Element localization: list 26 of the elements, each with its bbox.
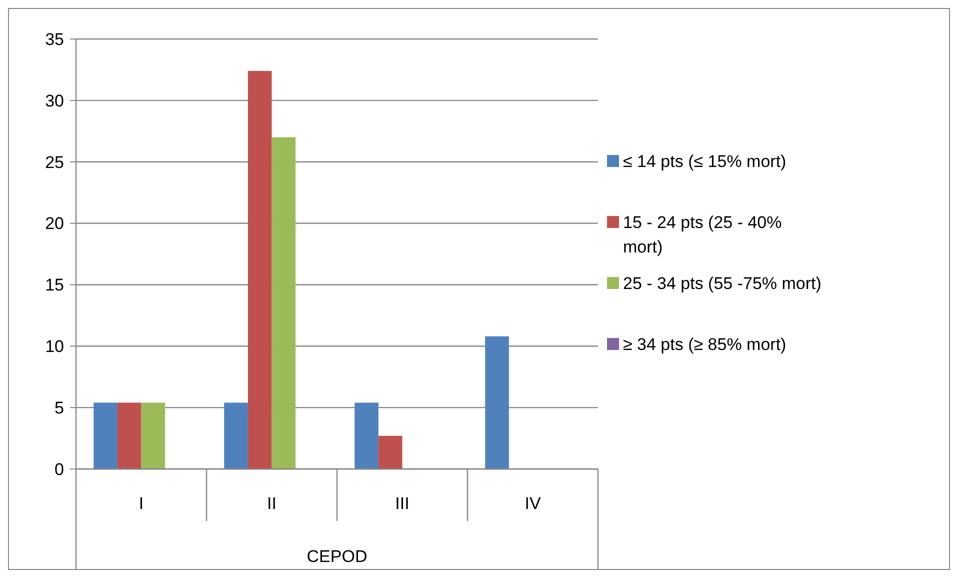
x-axis-title: CEPOD — [306, 546, 368, 566]
bar — [485, 336, 509, 469]
legend-label: ≥ 34 pts (≥ 85% mort) — [623, 334, 786, 354]
bar — [248, 70, 272, 469]
y-tick-label: 35 — [45, 30, 64, 49]
legend-label: ≤ 14 pts (≤ 15% mort) — [623, 152, 786, 171]
legend-label: 25 - 34 pts (55 -75% mort) — [623, 274, 822, 293]
bar — [117, 402, 142, 469]
y-tick-label: 20 — [45, 214, 64, 234]
y-tick-label: 25 — [45, 152, 64, 172]
x-tick-label: II — [267, 494, 276, 513]
y-tick-label: 15 — [45, 276, 64, 295]
y-tick-label: 30 — [45, 91, 64, 110]
bar — [141, 402, 166, 469]
x-tick-label: I — [138, 494, 144, 513]
legend-label: 15 - 24 pts (25 - 40% mort) — [623, 212, 782, 257]
x-tick-label: IV — [524, 494, 542, 513]
y-tick-label: 10 — [45, 337, 64, 356]
y-tick-label: 0 — [54, 460, 64, 479]
bar — [354, 402, 378, 469]
bar — [272, 137, 296, 469]
x-tick-label: III — [395, 494, 410, 513]
bar — [224, 402, 248, 469]
bar — [378, 436, 402, 469]
y-tick-label: 5 — [54, 398, 64, 418]
bar — [94, 402, 118, 469]
